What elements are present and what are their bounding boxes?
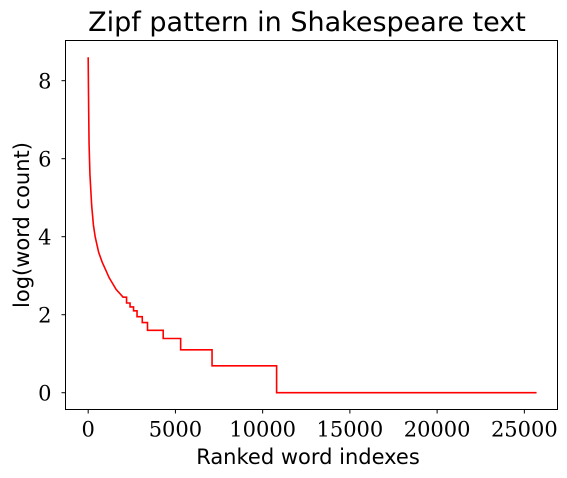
y-axis-label: log(word count) bbox=[10, 142, 34, 308]
x-tick-label: 5000 bbox=[149, 418, 202, 442]
plot-frame bbox=[66, 41, 558, 410]
x-tick-label: 20000 bbox=[404, 418, 471, 442]
y-tick-label: 2 bbox=[38, 304, 51, 328]
plot-area: 0 5000 10000 15000 20000 25000 0 2 4 6 8 bbox=[38, 41, 558, 442]
x-axis-label: Ranked word indexes bbox=[196, 445, 420, 469]
series-line bbox=[88, 57, 536, 392]
x-tick-label: 15000 bbox=[316, 418, 383, 442]
y-tick-label: 6 bbox=[38, 148, 51, 172]
y-tick-label: 8 bbox=[38, 70, 51, 94]
y-axis-ticks: 0 2 4 6 8 bbox=[38, 70, 65, 406]
x-tick-label: 25000 bbox=[491, 418, 558, 442]
x-tick-label: 10000 bbox=[229, 418, 296, 442]
x-axis-ticks: 0 5000 10000 15000 20000 25000 bbox=[81, 410, 557, 442]
x-tick-label: 0 bbox=[81, 418, 94, 442]
y-tick-label: 4 bbox=[38, 226, 51, 250]
chart-title: Zipf pattern in Shakespeare text bbox=[88, 7, 526, 38]
y-tick-label: 0 bbox=[38, 382, 51, 406]
